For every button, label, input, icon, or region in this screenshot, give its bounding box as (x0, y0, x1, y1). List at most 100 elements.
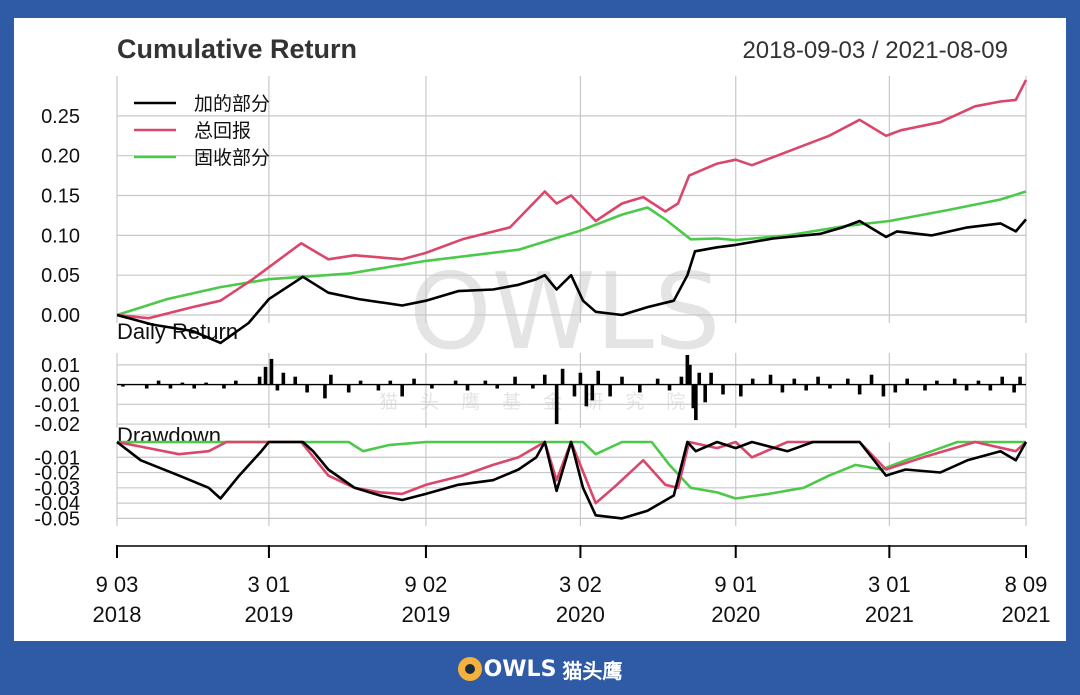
daily-return-bar (578, 372, 583, 385)
chart-date-range: 2018-09-03 / 2021-08-09 (742, 37, 1008, 64)
daily-y-tick-label: -0.01 (34, 394, 80, 416)
x-tick-label-month-day: 8 09 (1005, 572, 1048, 597)
daily-return-bar (192, 384, 197, 389)
daily-return-bar (667, 384, 672, 391)
daily-return-bar (679, 376, 684, 385)
daily-return-bar (204, 382, 208, 385)
daily-return-bar (542, 374, 547, 385)
daily-return-bar (685, 354, 690, 385)
daily-return-bar (721, 384, 725, 395)
daily-return-bar (323, 384, 327, 399)
daily-return-bar (988, 384, 993, 391)
footer-brand: OWLS 猫头鹰 (0, 646, 1080, 692)
daily-return-bar (453, 380, 458, 385)
daily-return-bar (168, 384, 173, 389)
watermark-logo-text: OWLS (409, 251, 721, 373)
daily-return-bar (590, 384, 595, 401)
drawdown-y-tick-label: -0.04 (34, 493, 80, 515)
cumulative-y-tick-label: 0.10 (41, 225, 80, 247)
daily-return-bar (346, 384, 351, 393)
drawdown-series-line (116, 440, 1028, 520)
daily-return-bar (893, 384, 898, 393)
daily-return-bar (293, 376, 298, 385)
daily-y-tick-label: 0.01 (41, 355, 80, 377)
daily-return-bar (584, 384, 589, 407)
daily-return-bar (691, 384, 696, 409)
daily-return-bar (180, 382, 185, 385)
daily-return-bar (1018, 376, 1022, 385)
cumulative-y-tick-label: 0.15 (41, 186, 80, 208)
drawdown-y-tick-label: -0.01 (34, 447, 80, 469)
daily-return-bar (257, 376, 262, 385)
drawdown-y-tick-label: -0.05 (34, 508, 80, 530)
daily-return-bar (144, 384, 149, 389)
cumulative-series-line (116, 218, 1027, 345)
footer-brand-latin: OWLS (483, 656, 557, 682)
chart-frame: OWLS 猫 头 鹰 基 金 研 究 院 0.00 0.05 0.10 0.15 0.20 0… (14, 18, 1066, 641)
daily-return-bar (792, 378, 797, 385)
daily-return-bar (952, 378, 957, 385)
cumulative-y-tick-label: 0.20 (41, 146, 80, 168)
chart-title: Cumulative Return (117, 34, 357, 64)
daily-return-bar (495, 384, 500, 389)
chart-svg: OWLS 猫 头 鹰 基 金 研 究 院 0.00 0.05 0.10 0.15 0.20 0… (34, 34, 1051, 627)
daily-return-bar (703, 384, 707, 403)
cumulative-y-tick-label: 0.05 (41, 265, 80, 287)
x-tick-label-year: 2021 (865, 602, 914, 627)
daily-return-bar (263, 366, 268, 385)
daily-return-bar (281, 372, 286, 385)
x-tick-label-year: 2019 (401, 602, 450, 627)
daily-return-bar (275, 384, 280, 391)
daily-return-bar (234, 380, 238, 385)
daily-return-bar (709, 372, 713, 385)
daily-return-bar (388, 380, 393, 385)
daily-return-bar (531, 384, 535, 389)
daily-return-bar (905, 378, 909, 385)
daily-return-bar (465, 384, 470, 391)
daily-return-bar (329, 374, 333, 385)
x-tick-label-year: 2018 (93, 602, 142, 627)
cumulative-series-line (116, 79, 1028, 320)
daily-return-bar (768, 374, 773, 385)
daily-return-bar (923, 384, 927, 391)
daily-return-bar (608, 384, 612, 397)
daily-return-bar (430, 384, 434, 389)
cumulative-y-tick-label: 0.00 (41, 305, 80, 327)
daily-return-bar (358, 380, 363, 385)
drawdown-series-line (117, 440, 1026, 500)
daily-return-bar (222, 384, 226, 389)
daily-return-bar (412, 378, 416, 385)
cumulative-series-line (116, 190, 1027, 317)
legend-label: 加的部分 (194, 93, 270, 115)
x-tick-label-year: 2019 (244, 602, 293, 627)
drawdown-panel-title: Drawdown (117, 423, 221, 448)
daily-return-bar (513, 376, 517, 385)
daily-y-tick-label: -0.02 (34, 414, 80, 436)
daily-return-bar (554, 384, 559, 425)
daily-return-bar (1012, 384, 1016, 393)
x-tick-label-year: 2021 (1002, 602, 1051, 627)
daily-return-bar (305, 384, 309, 393)
x-tick-label-month-day: 3 01 (248, 572, 291, 597)
daily-return-bar (596, 370, 601, 385)
x-tick-label-month-day: 3 02 (559, 572, 602, 597)
daily-return-bar (697, 372, 702, 385)
x-tick-label-month-day: 9 02 (405, 572, 448, 597)
daily-return-bar (376, 384, 381, 391)
daily-return-bar (694, 384, 698, 421)
x-tick-label-year: 2020 (556, 602, 605, 627)
daily-return-panel-title: Daily Return (117, 319, 238, 344)
daily-return-bar (881, 384, 886, 397)
daily-return-bar (560, 368, 565, 385)
drawdown-y-tick-label: -0.03 (34, 478, 80, 500)
daily-return-bar (269, 358, 274, 385)
daily-return-bar (976, 380, 981, 385)
daily-return-bar (655, 378, 660, 385)
daily-y-tick-label: 0.00 (41, 375, 80, 397)
daily-return-bar (804, 384, 808, 391)
daily-return-bar (1000, 376, 1005, 385)
daily-return-bar (780, 384, 785, 393)
x-tick-label-year: 2020 (711, 602, 760, 627)
watermark-subtitle-text: 猫 头 鹰 基 金 研 究 院 (379, 391, 693, 413)
x-tick-label-month-day: 9 03 (96, 572, 139, 597)
